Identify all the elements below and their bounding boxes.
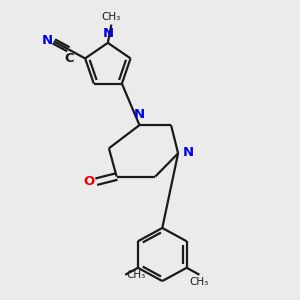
Text: CH₃: CH₃	[102, 12, 121, 22]
Text: CH₃: CH₃	[127, 270, 146, 280]
Text: N: N	[134, 109, 145, 122]
Text: N: N	[41, 34, 52, 46]
Text: O: O	[83, 175, 94, 188]
Text: N: N	[182, 146, 194, 159]
Text: C: C	[64, 52, 74, 64]
Text: N: N	[102, 26, 113, 40]
Text: CH₃: CH₃	[190, 278, 209, 287]
